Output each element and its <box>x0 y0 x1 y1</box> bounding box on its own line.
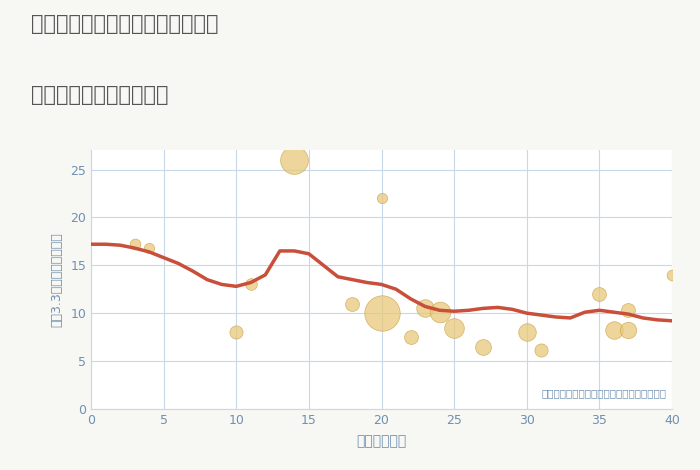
Point <box>434 308 445 316</box>
Text: 築年数別中古戸建て価格: 築年数別中古戸建て価格 <box>32 85 169 105</box>
Point <box>129 241 140 248</box>
Text: 円の大きさは、取引のあった物件面積を示す: 円の大きさは、取引のあった物件面積を示す <box>541 389 666 399</box>
X-axis label: 築年数（年）: 築年数（年） <box>356 434 407 448</box>
Point <box>346 300 358 307</box>
Point <box>405 333 416 341</box>
Y-axis label: 坪（3.3㎡）単価（万円）: 坪（3.3㎡）単価（万円） <box>50 232 63 327</box>
Point <box>245 281 256 288</box>
Point <box>536 346 547 353</box>
Point <box>376 309 387 317</box>
Point <box>521 329 532 336</box>
Point <box>376 195 387 202</box>
Point <box>666 271 678 279</box>
Point <box>623 306 634 314</box>
Text: 兵庫県美方郡香美町村岡区山田の: 兵庫県美方郡香美町村岡区山田の <box>32 14 219 34</box>
Point <box>144 244 155 252</box>
Point <box>594 290 605 298</box>
Point <box>623 327 634 334</box>
Point <box>477 343 489 351</box>
Point <box>419 305 430 312</box>
Point <box>449 324 460 331</box>
Point <box>608 327 620 334</box>
Point <box>289 156 300 164</box>
Point <box>231 329 242 336</box>
